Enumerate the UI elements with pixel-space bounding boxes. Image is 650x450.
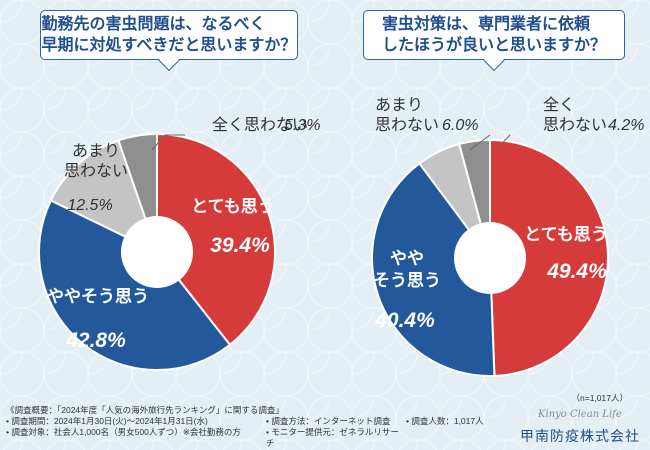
pie-1-label-3-line-2: 思わない xyxy=(64,162,128,180)
pie-2-value-2: 40.4% xyxy=(374,309,435,332)
sample-size-note: （n=1,017人） xyxy=(571,393,628,403)
pie-2-label-3-line-2: 思わない xyxy=(375,116,439,134)
pie-2-label-2-line-2: そう思う xyxy=(373,271,441,290)
pie-1-leader-none xyxy=(151,134,185,151)
pie-1-label-1-line-1: とても思う xyxy=(191,197,275,216)
pie-2-slice-1 xyxy=(489,138,609,377)
company-name: 甲南防疫株式会社 xyxy=(520,428,640,444)
pie-1-value-1: 39.4% xyxy=(210,234,270,257)
pie-2-value-3: 6.0% xyxy=(442,117,478,134)
company-logo-script: Kinyo Clean Life xyxy=(538,409,622,420)
pie-2-label-2-line-1: やや xyxy=(390,249,424,268)
pie-2-value-4: 4.2% xyxy=(608,117,644,134)
question-box-2: 害虫対策は、専門業者に依頼 したほうが良いと思いますか？ xyxy=(363,10,625,72)
pie-1-value-4: 5.3% xyxy=(284,117,320,134)
footer-overview: 《調査概要：「2024年度「人気の海外旅行先ランキング」に関する調査」 xyxy=(6,405,284,415)
pie-2-leader-none xyxy=(495,134,511,151)
question-box-1: 勤務先の害虫問題は、なるべく 早期に対処すべきだと思いますか？ xyxy=(40,10,298,72)
pie-1-slice-3 xyxy=(49,139,159,254)
footer-method: • 調査方法：インターネット調査 xyxy=(266,416,391,426)
pie-1-value-3: 12.5% xyxy=(67,197,112,214)
pie-1-center-hole xyxy=(121,216,193,288)
pie-1-value-2: 42.8% xyxy=(65,329,126,352)
pie-1-label-2-line-1: ややそう思う xyxy=(47,287,149,306)
pie-2-label-4-line-1: 全く xyxy=(543,96,575,114)
question-1-line-1: 勤務先の害虫問題は、なるべく xyxy=(41,16,266,33)
footer-respondents: • 調査人数：1,017人 xyxy=(406,416,484,426)
question-2-line-2: したほうが良いと思いますか？ xyxy=(381,37,606,54)
pie-2-label-4-line-2: 思わない xyxy=(543,116,607,134)
footer-target: • 調査対象：社会人1,000名（男女500人ずつ）※会社勤務の方 xyxy=(6,427,241,437)
question-1-line-2: 早期に対処すべきだと思いますか？ xyxy=(41,37,297,54)
footer-period: • 調査期間：2024年1月30日(火)〜2024年1月31日(水) xyxy=(6,416,208,426)
pie-1-label-3-line-1: あまり xyxy=(72,142,120,160)
pie-2-value-1: 49.4% xyxy=(546,260,607,283)
pie-2-label-1-line-1: とても思う xyxy=(524,225,608,244)
pie-2-leader-not-much xyxy=(469,134,491,151)
footer-provider: • モニター提供元：ゼネラルリサーチ xyxy=(266,427,399,448)
pie-1-slice-2 xyxy=(38,199,232,371)
pie-1-slice-1 xyxy=(156,132,276,347)
pie-2-slice-2 xyxy=(371,162,496,377)
pie-2-label-3-line-1: あまり xyxy=(375,96,423,114)
question-2-line-1: 害虫対策は、専門業者に依頼 xyxy=(381,16,590,33)
pie-2-center-hole xyxy=(454,222,526,294)
survey-footer: 《調査概要：「2024年度「人気の海外旅行先ランキング」に関する調査」 • 調査… xyxy=(6,405,506,449)
pie-1-label-4-line-1: 全く思わない xyxy=(212,116,308,134)
